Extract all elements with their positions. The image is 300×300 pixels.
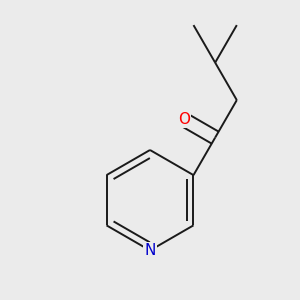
Text: O: O [178,112,190,127]
Text: N: N [144,243,156,258]
